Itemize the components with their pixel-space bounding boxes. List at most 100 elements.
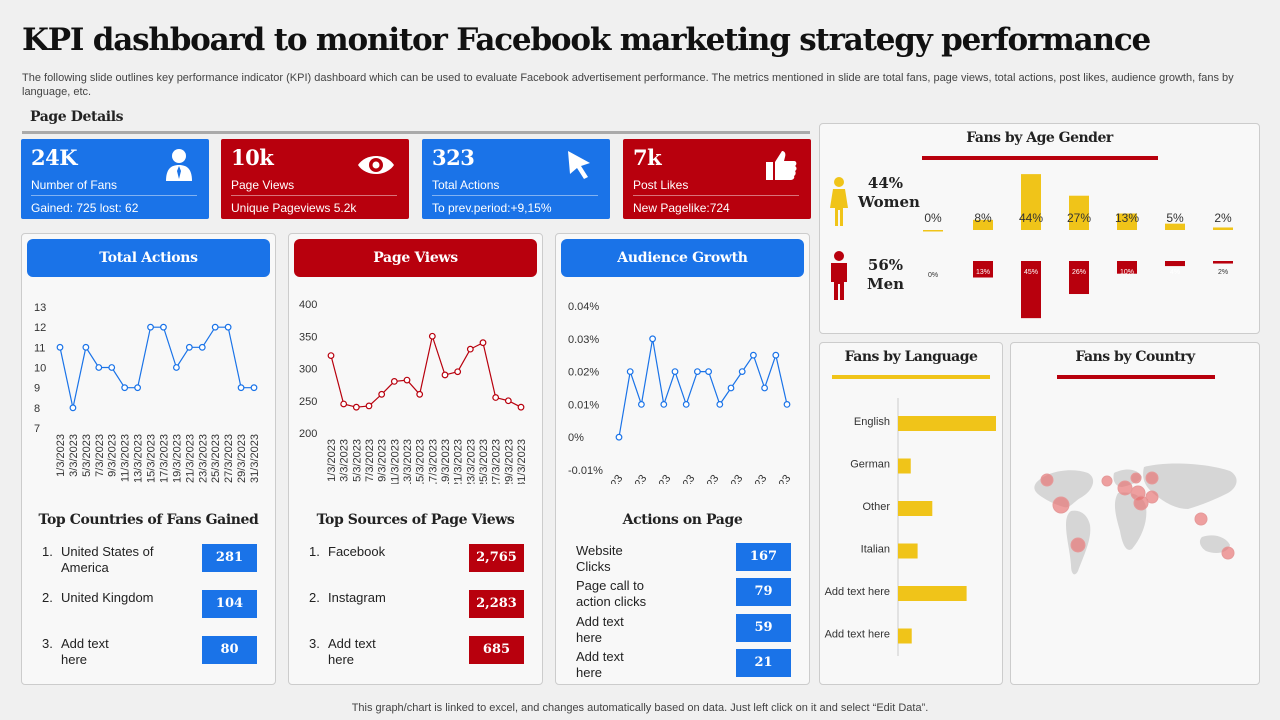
men-bar (1021, 261, 1041, 319)
data-point (108, 364, 116, 371)
kpi-sub: Unique Pageviews 5.2k (231, 201, 357, 215)
total-actions-chart: 7 8 9 10 11 12 13 1/3/2023 3/3/2023 5/3/2023 7/3/2… (34, 302, 261, 483)
y-tick-label: 0.02% (568, 367, 599, 379)
item-name: United States of America (61, 544, 154, 575)
women-bar (1069, 195, 1089, 230)
x-tick-label: 3/3/2023 (68, 434, 80, 477)
item-name: Add text here (576, 649, 624, 680)
country-bubble (1117, 480, 1133, 496)
men-bar-label: 45% (1024, 269, 1038, 276)
item-value: 685 (469, 636, 524, 664)
country-bubble (1130, 472, 1142, 484)
kpi-value: 10k (231, 145, 274, 170)
list-item: Add text here 21 (556, 649, 809, 680)
data-point (615, 433, 623, 441)
data-point (237, 384, 245, 392)
x-tick-label: 27/3/2023 (223, 434, 235, 483)
country-title: Fans by Country (1075, 349, 1195, 365)
list-item: Add text here 59 (556, 614, 809, 645)
data-point (160, 323, 167, 331)
kpi-card-fans[interactable]: 24K Number of Fans Gained: 725 lost: 62 (21, 139, 209, 219)
data-point (517, 403, 525, 411)
data-point (250, 384, 258, 392)
series-line (330, 333, 522, 408)
country-panel: Fans by Country (1010, 342, 1260, 685)
category-label: English (854, 416, 890, 428)
men-bar-label: 26% (1072, 269, 1086, 276)
country-bubble (1194, 512, 1208, 526)
men-bar (1069, 261, 1089, 295)
data-point (749, 351, 757, 359)
language-bar (898, 543, 918, 559)
y-tick-label: 200 (299, 428, 317, 440)
country-bubble (1145, 490, 1159, 504)
list-item: Website Clicks 167 (556, 543, 809, 574)
x-tick-label: 31/3/2023 (249, 434, 261, 483)
data-point (224, 323, 232, 331)
kpi-sub: Gained: 725 lost: 62 (31, 201, 139, 215)
page-details-heading: Page Details (30, 109, 124, 125)
page-subtitle: The following slide outlines key perform… (22, 72, 1234, 98)
data-point (185, 343, 193, 351)
rank: 2. (309, 590, 320, 605)
actions-on-page-title: Actions on Page (622, 512, 743, 528)
country-bubble (1040, 473, 1054, 487)
title-underline (1057, 375, 1215, 379)
eye-icon (358, 156, 394, 174)
men-bar (973, 261, 993, 278)
women-bar-label: 5% (1166, 211, 1184, 225)
kpi-label: Number of Fans (31, 178, 197, 196)
category-label: German (850, 459, 890, 471)
y-tick-label: -0.01% (568, 465, 603, 477)
list-item: Page call to action clicks 79 (556, 578, 809, 609)
category-label: Italian (861, 544, 890, 556)
series-line (59, 326, 254, 408)
data-point (352, 403, 360, 411)
audience-growth-chart: -0.01%0%0.01%0.02%0.03%0.04%1/3/20235/3/… (568, 301, 793, 484)
item-value: 59 (736, 614, 791, 642)
x-tick-label: 31/3/2023 (516, 439, 528, 484)
x-tick-label: 29/3/2023 (503, 439, 515, 484)
data-point (466, 345, 474, 353)
y-tick-label: 8 (34, 403, 40, 415)
data-point (783, 400, 791, 408)
x-tick-label: 27/3/2023 (491, 439, 503, 484)
data-point (716, 400, 724, 408)
series-line (618, 338, 788, 438)
x-tick-label: 25/3/2023 (210, 434, 222, 483)
page-details-divider (22, 131, 810, 134)
x-tick-label: 7/3/2023 (94, 434, 106, 477)
kpi-card-total-actions[interactable]: 323 Total Actions To prev.period:+9,15% (422, 139, 610, 219)
list-item: 3. Add text here 685 (289, 636, 542, 667)
data-point (479, 339, 487, 347)
data-point (428, 332, 436, 340)
rank: 1. (42, 544, 53, 559)
data-point (671, 368, 679, 375)
men-bar-label: 13% (976, 269, 990, 276)
women-share: 44% Women (858, 174, 920, 211)
women-bar-label: 27% (1067, 211, 1091, 225)
country-bubble (1070, 537, 1086, 553)
language-panel: Fans by Language English German Other Itali… (819, 342, 1003, 685)
kpi-card-post-likes[interactable]: 7k Post Likes New Pagelike:724 (623, 139, 811, 219)
women-bar-label: 0% (924, 211, 942, 225)
kpi-card-page-views[interactable]: 10k Page Views Unique Pageviews 5.2k (221, 139, 409, 219)
list-item: 2. Instagram 2,283 (289, 590, 542, 620)
data-point (56, 343, 64, 351)
data-point (365, 402, 373, 410)
x-tick-label: 15/3/2023 (146, 434, 158, 483)
page-views-chart: 200 250 300 350 400 1/3/2023 3/3/2023 5/3/2023 7… (299, 299, 528, 484)
item-value: 80 (202, 636, 257, 664)
cursor-icon (568, 151, 590, 179)
women-bar (973, 219, 993, 230)
y-tick-label: 13 (34, 302, 46, 314)
kpi-label: Post Likes (633, 178, 799, 196)
category-label: Other (862, 501, 890, 513)
country-bubble (1221, 546, 1235, 560)
item-name: United Kingdom (61, 590, 154, 605)
country-bubble (1133, 495, 1149, 511)
age-gender-title: Fans by Age Gender (966, 130, 1113, 146)
y-tick-label: 400 (299, 299, 317, 311)
x-tick-label: 17/3/2023 (427, 439, 439, 484)
title-underline (922, 156, 1158, 160)
